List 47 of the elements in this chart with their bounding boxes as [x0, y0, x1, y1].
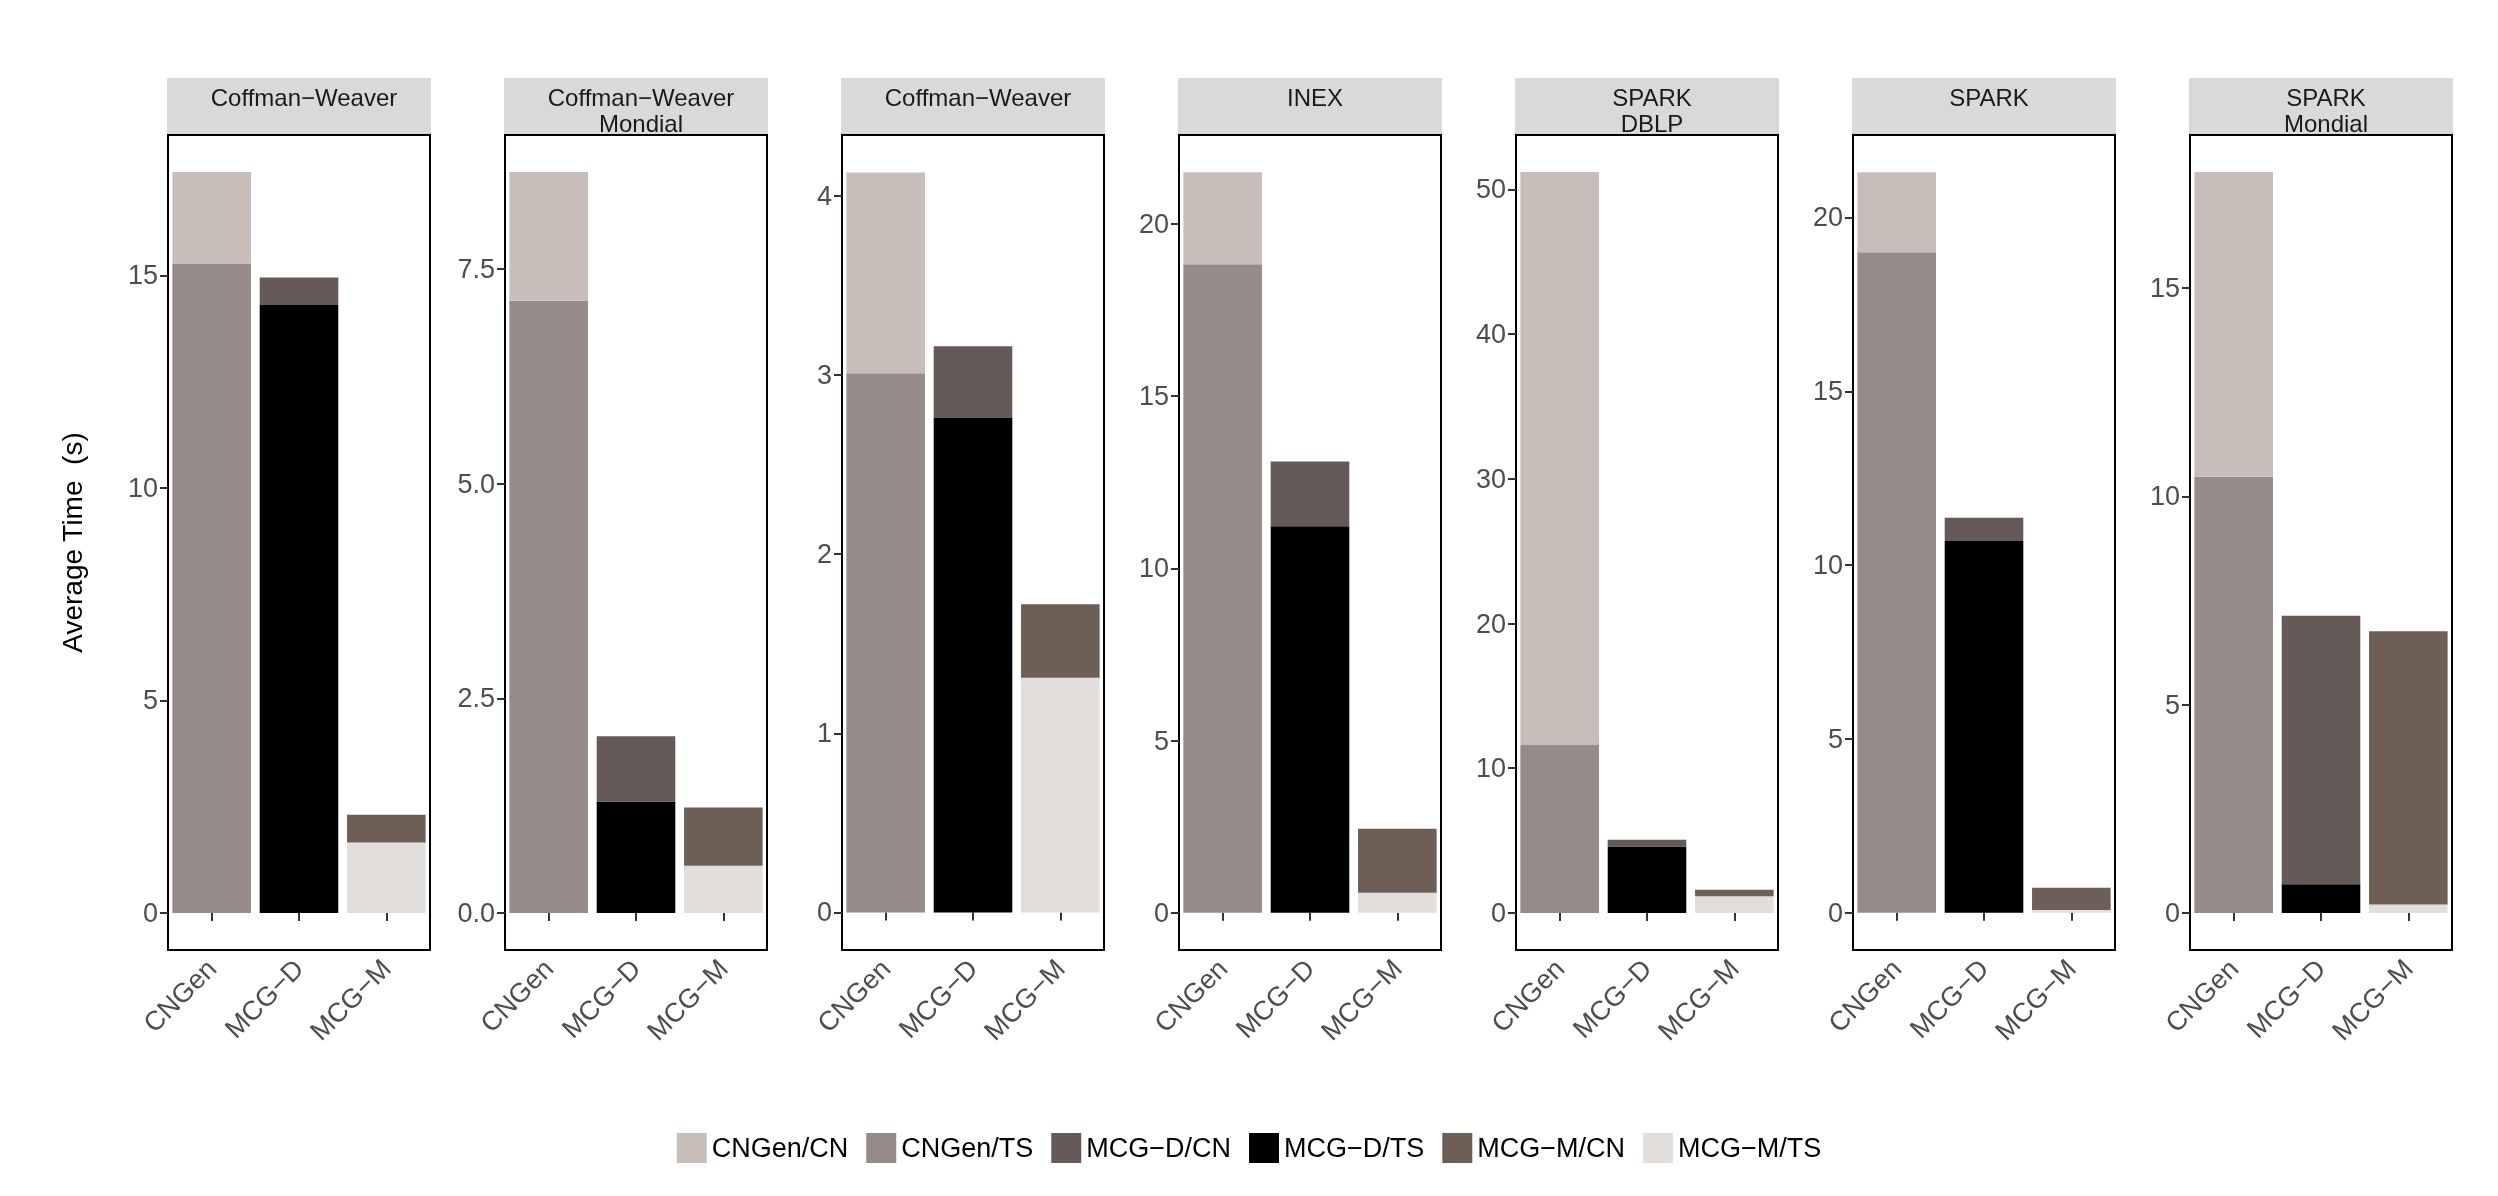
- y-tick-label: 10: [1475, 753, 1506, 784]
- y-tick-label: 0.0: [457, 898, 495, 929]
- y-tick-label: 2.5: [457, 683, 495, 714]
- legend-label: MCG−D/CN: [1086, 1133, 1232, 1163]
- y-tick-label: 40: [1475, 319, 1506, 350]
- y-tick-label: 15: [127, 260, 158, 291]
- y-tick-label: 20: [1138, 208, 1169, 239]
- y-tick-label: 0: [2164, 897, 2180, 928]
- y-tick-label: 5.0: [457, 468, 495, 499]
- y-tick-label: 10: [127, 472, 158, 503]
- y-tick-label: 1: [816, 718, 832, 749]
- y-tick-label: 50: [1475, 174, 1506, 205]
- y-tick-label: 30: [1475, 463, 1506, 494]
- chart-title: SPARK DBLP: [1612, 83, 1692, 137]
- y-tick-label: 15: [2149, 272, 2180, 303]
- y-tick-label: 3: [816, 360, 832, 391]
- y-axis-title: Average Time (s): [56, 432, 88, 653]
- y-tick-label: 5: [2164, 689, 2180, 720]
- y-tick-label: 10: [2149, 481, 2180, 512]
- y-tick-label: 0: [1827, 897, 1843, 928]
- y-tick-label: 10: [1138, 553, 1169, 584]
- y-tick-label: 15: [1812, 376, 1843, 407]
- chart-title: INEX: [1286, 83, 1344, 111]
- y-tick-label: 5: [142, 685, 158, 716]
- y-tick-label: 5: [1153, 725, 1169, 756]
- y-tick-label: 10: [1812, 550, 1843, 581]
- y-tick-label: 0: [816, 897, 832, 928]
- legend-label: MCG−M/TS: [1678, 1133, 1822, 1163]
- y-tick-label: 20: [1812, 202, 1843, 233]
- legend-label: CNGen/TS: [901, 1133, 1034, 1163]
- chart-title: SPARK: [1949, 83, 2029, 111]
- chart-title: Coffman−Weaver Mondial: [547, 83, 735, 137]
- legend-label: MCG−M/CN: [1477, 1133, 1626, 1163]
- y-tick-label: 20: [1475, 608, 1506, 639]
- legend-label: MCG−D/TS: [1284, 1133, 1425, 1163]
- y-tick-label: 4: [816, 180, 832, 211]
- chart-title: Coffman−Weaver: [210, 83, 398, 111]
- y-tick-label: 0: [1153, 897, 1169, 928]
- y-tick-label: 0: [142, 898, 158, 929]
- chart-title: SPARK Mondial: [2283, 83, 2369, 137]
- y-tick-label: 7.5: [457, 253, 495, 284]
- y-tick-label: 0: [1490, 897, 1506, 928]
- y-tick-label: 15: [1138, 381, 1169, 412]
- y-tick-label: 2: [816, 539, 832, 570]
- legend-label: CNGen/CN: [711, 1133, 849, 1163]
- y-tick-label: 5: [1827, 723, 1843, 754]
- chart-title: Coffman−Weaver: [884, 83, 1072, 111]
